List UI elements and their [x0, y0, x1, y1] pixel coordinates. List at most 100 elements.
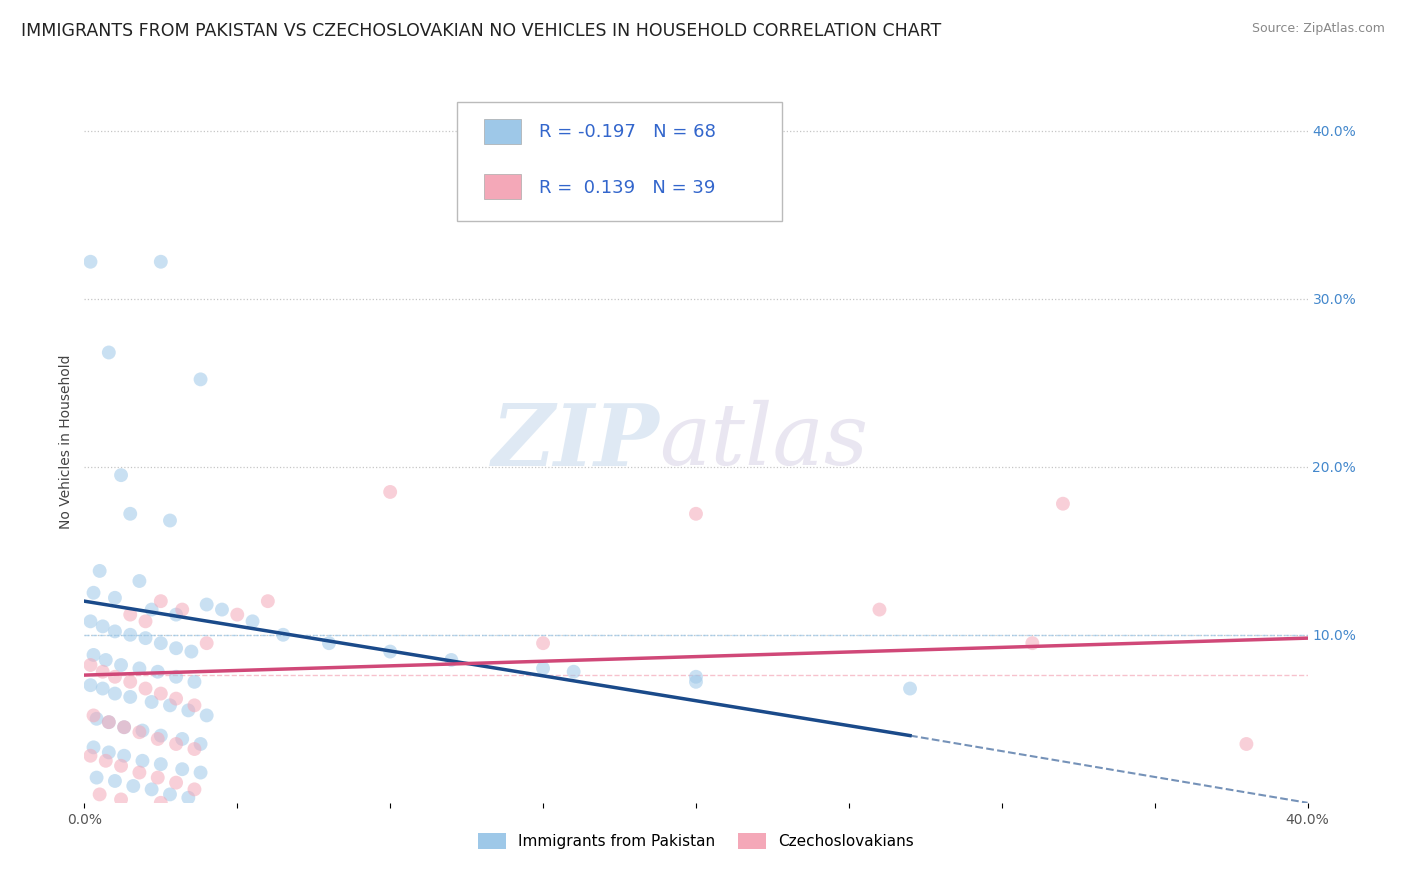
Point — [183, 742, 205, 756]
Point — [380, 485, 402, 500]
Point — [120, 607, 142, 622]
Point — [183, 698, 205, 713]
Point — [120, 690, 142, 704]
Text: atlas: atlas — [659, 401, 869, 483]
Point — [172, 731, 194, 746]
Point — [79, 615, 101, 629]
Point — [159, 788, 181, 802]
Point — [149, 729, 172, 743]
Point — [104, 687, 127, 701]
Point — [531, 636, 554, 650]
Point — [318, 636, 340, 650]
Point — [869, 602, 891, 616]
Point — [91, 665, 114, 679]
Point — [97, 715, 120, 730]
Point — [1021, 636, 1043, 650]
Point — [165, 641, 187, 656]
Point — [190, 372, 212, 386]
Point — [97, 715, 120, 730]
Point — [135, 681, 157, 696]
Point — [685, 670, 707, 684]
Point — [159, 514, 181, 528]
Point — [79, 748, 101, 763]
Point — [141, 695, 163, 709]
Point — [226, 607, 249, 622]
Point — [83, 586, 105, 600]
Point — [177, 790, 200, 805]
Point — [165, 670, 187, 684]
Point — [94, 653, 117, 667]
Point — [165, 775, 187, 789]
Point — [86, 712, 108, 726]
Point — [211, 602, 233, 616]
Point — [257, 594, 280, 608]
Point — [149, 254, 172, 268]
Point — [120, 674, 142, 689]
Point — [531, 661, 554, 675]
Point — [86, 771, 108, 785]
Point — [146, 731, 169, 746]
Point — [79, 254, 101, 268]
Point — [149, 636, 172, 650]
Point — [112, 748, 135, 763]
FancyBboxPatch shape — [484, 174, 522, 200]
Point — [120, 628, 142, 642]
Point — [141, 602, 163, 616]
Point — [159, 698, 181, 713]
Point — [83, 648, 105, 662]
Text: IMMIGRANTS FROM PAKISTAN VS CZECHOSLOVAKIAN NO VEHICLES IN HOUSEHOLD CORRELATION: IMMIGRANTS FROM PAKISTAN VS CZECHOSLOVAK… — [21, 22, 942, 40]
Point — [180, 644, 202, 658]
Point — [562, 665, 585, 679]
Point — [685, 674, 707, 689]
Point — [898, 681, 921, 696]
Point — [110, 658, 132, 673]
Point — [190, 737, 212, 751]
Text: Source: ZipAtlas.com: Source: ZipAtlas.com — [1251, 22, 1385, 36]
Point — [149, 757, 172, 772]
Point — [79, 658, 101, 673]
Point — [149, 594, 172, 608]
Point — [183, 674, 205, 689]
Point — [112, 720, 135, 734]
Point — [104, 774, 127, 789]
Point — [104, 591, 127, 605]
Point — [135, 615, 157, 629]
Point — [183, 782, 205, 797]
Point — [440, 653, 463, 667]
Point — [172, 602, 194, 616]
Point — [135, 631, 157, 645]
FancyBboxPatch shape — [484, 119, 522, 144]
Point — [91, 681, 114, 696]
Point — [97, 745, 120, 759]
Y-axis label: No Vehicles in Household: No Vehicles in Household — [59, 354, 73, 529]
Point — [165, 607, 187, 622]
Text: R = -0.197   N = 68: R = -0.197 N = 68 — [540, 123, 716, 141]
Point — [149, 796, 172, 810]
Point — [91, 619, 114, 633]
FancyBboxPatch shape — [457, 102, 782, 221]
Point — [110, 759, 132, 773]
Point — [89, 564, 111, 578]
Point — [685, 507, 707, 521]
Point — [104, 624, 127, 639]
Point — [1052, 497, 1074, 511]
Point — [79, 678, 101, 692]
Point — [131, 723, 153, 738]
Point — [190, 765, 212, 780]
Point — [380, 644, 402, 658]
Point — [146, 771, 169, 785]
Point — [195, 598, 218, 612]
Point — [165, 691, 187, 706]
Point — [128, 661, 150, 675]
Legend: Immigrants from Pakistan, Czechoslovakians: Immigrants from Pakistan, Czechoslovakia… — [471, 825, 921, 856]
Point — [94, 754, 117, 768]
Point — [1236, 737, 1258, 751]
Point — [83, 708, 105, 723]
Point — [89, 788, 111, 802]
Point — [122, 779, 145, 793]
Point — [177, 703, 200, 717]
Point — [110, 792, 132, 806]
Point — [128, 574, 150, 588]
Text: R =  0.139   N = 39: R = 0.139 N = 39 — [540, 179, 716, 197]
Point — [172, 762, 194, 776]
